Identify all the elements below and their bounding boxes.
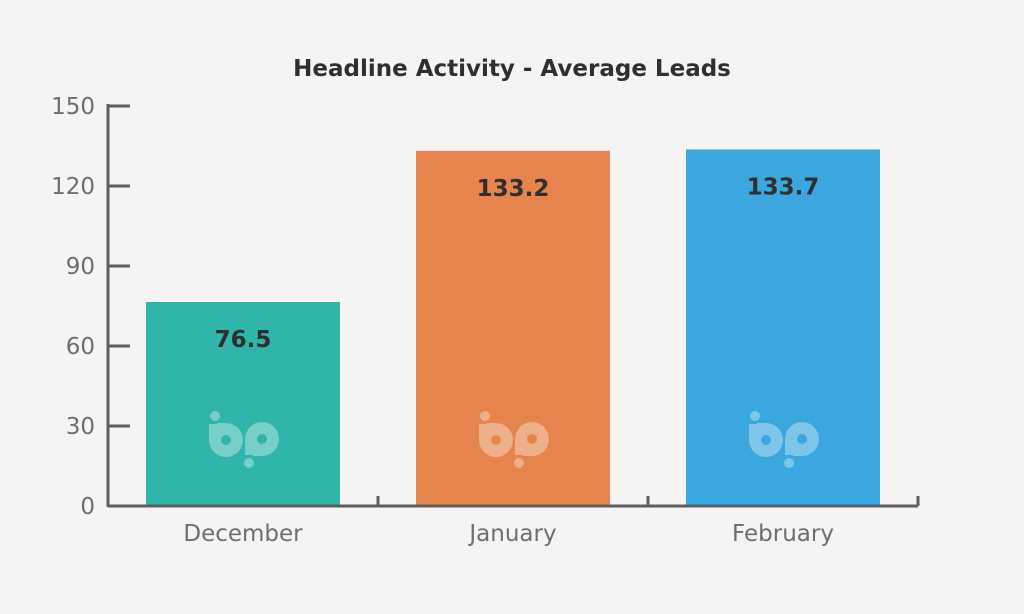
- bp-logo-dot-top: [480, 411, 490, 421]
- y-tick-label-30: 30: [66, 414, 95, 440]
- chart-title: Headline Activity - Average Leads: [293, 56, 731, 82]
- bp-logo-dot-bottom: [514, 458, 524, 468]
- y-tick-label-60: 60: [66, 334, 95, 360]
- bp-logo-icon: [479, 411, 549, 468]
- value-label-february: 133.7: [747, 174, 820, 200]
- bp-logo-hole-b: [761, 435, 771, 445]
- bars-group: [146, 149, 880, 507]
- bp-logo-icon: [749, 411, 819, 468]
- bp-logo-hole-p: [527, 434, 537, 444]
- bp-logo-dot-bottom: [784, 458, 794, 468]
- x-tick-label-january: January: [467, 521, 556, 547]
- bp-logo-hole-b: [491, 435, 501, 445]
- value-label-january: 133.2: [477, 176, 550, 202]
- x-tick-label-february: February: [732, 521, 834, 547]
- x-tick-label-december: December: [183, 521, 303, 547]
- y-tick-label-90: 90: [66, 254, 95, 280]
- labels-group: 76.5 December 133.2 January 133.7 February 0 30…: [51, 94, 834, 547]
- bp-logo-dot-top: [210, 411, 220, 421]
- value-label-december: 76.5: [215, 327, 272, 353]
- y-tick-label-150: 150: [51, 94, 95, 120]
- bp-logo-dot-bottom: [244, 458, 254, 468]
- y-tick-label-120: 120: [51, 174, 95, 200]
- bp-logo-hole-b: [221, 435, 231, 445]
- bar-december: [146, 302, 340, 506]
- axes-group: [106, 104, 920, 508]
- bp-logo-hole-p: [257, 434, 267, 444]
- bar-january: [416, 150, 610, 507]
- bp-logo-icon: [209, 411, 279, 468]
- y-tick-label-0: 0: [80, 494, 95, 520]
- bp-logo-dot-top: [750, 411, 760, 421]
- bp-logo-hole-p: [797, 434, 807, 444]
- bar-february: [686, 149, 880, 506]
